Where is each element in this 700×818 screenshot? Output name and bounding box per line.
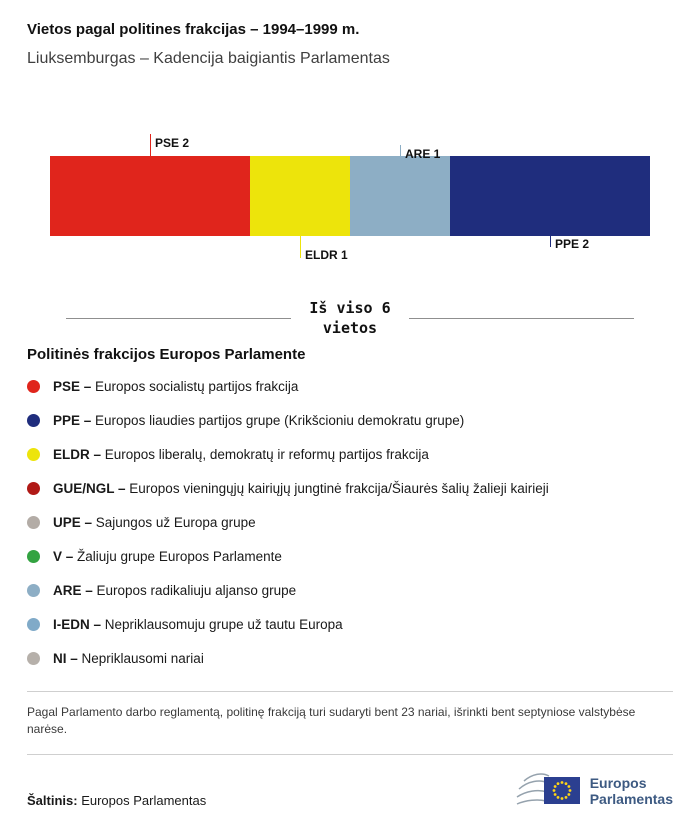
legend-label-are: ARE – Europos radikaliuju aljanso grupe bbox=[53, 582, 297, 598]
legend-label-i-edn: I-EDN – Nepriklausomuju grupe už tautu E… bbox=[53, 616, 343, 632]
page-title: Vietos pagal politines frakcijas – 1994–… bbox=[27, 21, 360, 38]
legend-item-ni: NI – Nepriklausomi nariai bbox=[27, 641, 673, 675]
source-label: Šaltinis: bbox=[27, 793, 78, 808]
legend-item-eldr: ELDR – Europos liberalų, demokratų ir re… bbox=[27, 437, 673, 471]
callout-label-ppe: PPE 2 bbox=[555, 237, 590, 251]
footer: Šaltinis: Europos Parlamentas bbox=[27, 768, 673, 814]
ep-logo-line1: Europos bbox=[589, 775, 647, 791]
legend-dot-upe bbox=[27, 515, 40, 529]
eu-stars-icon bbox=[552, 781, 572, 800]
ep-logo-icon bbox=[516, 773, 580, 805]
callout-line-pse bbox=[150, 134, 151, 156]
legend-label-v: V – Žaliuju grupe Europos Parlamente bbox=[53, 548, 282, 564]
header: Vietos pagal politines frakcijas – 1994–… bbox=[0, 0, 700, 68]
page-subtitle: Liuksemburgas – Kadencija baigiantis Par… bbox=[27, 50, 390, 67]
legend-dot-ppe bbox=[27, 413, 40, 427]
legend-heading: Politinės frakcijos Europos Parlamente bbox=[27, 346, 306, 363]
total-rule-right bbox=[408, 317, 634, 319]
legend-item-upe: UPE – Sajungos už Europa grupe bbox=[27, 505, 673, 539]
ep-logo: Europos Parlamentas bbox=[516, 768, 673, 814]
callout-label-eldr: ELDR 1 bbox=[305, 248, 348, 262]
legend-item-guengl: GUE/NGL – Europos vieningųjų kairiųjų ju… bbox=[27, 471, 673, 505]
total-rule-left bbox=[66, 317, 292, 319]
chart-region: PSE 2 ELDR 1 ARE 1 PPE 2 bbox=[50, 94, 650, 278]
bar-segment-ppe bbox=[450, 156, 650, 236]
ep-logo-line2: Parlamentas bbox=[589, 791, 673, 807]
legend-dot-are bbox=[27, 583, 40, 597]
legend-label-ppe: PPE – Europos liaudies partijos grupe (K… bbox=[53, 412, 465, 428]
bar-segment-are bbox=[350, 156, 450, 236]
ep-logo-text: Europos Parlamentas bbox=[590, 775, 673, 807]
legend-label-guengl: GUE/NGL – Europos vieningųjų kairiųjų ju… bbox=[53, 480, 549, 496]
legend-item-pse: PSE – Europos socialistų partijos frakci… bbox=[27, 369, 673, 403]
callout-line-ppe bbox=[550, 236, 551, 247]
bar-segment-eldr bbox=[250, 156, 350, 236]
legend-label-ni: NI – Nepriklausomi nariai bbox=[53, 650, 204, 666]
legend-dot-eldr bbox=[27, 447, 40, 461]
legend-dot-guengl bbox=[27, 481, 40, 495]
stacked-bar bbox=[50, 156, 650, 236]
legend-dot-i-edn bbox=[27, 617, 40, 631]
total-seats-label: Iš viso 6 vietos bbox=[309, 299, 391, 337]
callout-label-pse: PSE 2 bbox=[154, 136, 190, 150]
legend-list: PSE – Europos socialistų partijos frakci… bbox=[27, 369, 673, 675]
callout-line-eldr bbox=[300, 236, 301, 258]
legend-label-upe: UPE – Sajungos už Europa grupe bbox=[53, 514, 256, 530]
legend-dot-v bbox=[27, 549, 40, 563]
legend-item-ppe: PPE – Europos liaudies partijos grupe (K… bbox=[27, 403, 673, 437]
eu-flag-icon bbox=[543, 777, 580, 804]
callout-line-are bbox=[400, 145, 401, 156]
footnote: Pagal Parlamento darbo reglamentą, polit… bbox=[27, 705, 636, 736]
legend-item-i-edn: I-EDN – Nepriklausomuju grupe už tautu E… bbox=[27, 607, 673, 641]
bar-segment-pse bbox=[50, 156, 250, 236]
legend-label-eldr: ELDR – Europos liberalų, demokratų ir re… bbox=[53, 446, 429, 462]
divider-top bbox=[27, 691, 673, 692]
callout-label-are: ARE 1 bbox=[405, 147, 441, 161]
source-value: Europos Parlamentas bbox=[81, 793, 207, 808]
divider-bottom bbox=[27, 754, 673, 755]
legend-item-are: ARE – Europos radikaliuju aljanso grupe bbox=[27, 573, 673, 607]
legend-label-pse: PSE – Europos socialistų partijos frakci… bbox=[53, 378, 299, 394]
legend-dot-ni bbox=[27, 651, 40, 665]
source: Šaltinis: Europos Parlamentas bbox=[27, 793, 206, 808]
legend-item-v: V – Žaliuju grupe Europos Parlamente bbox=[27, 539, 673, 573]
total-row: Iš viso 6 vietos bbox=[66, 298, 634, 338]
legend-dot-pse bbox=[27, 379, 40, 393]
